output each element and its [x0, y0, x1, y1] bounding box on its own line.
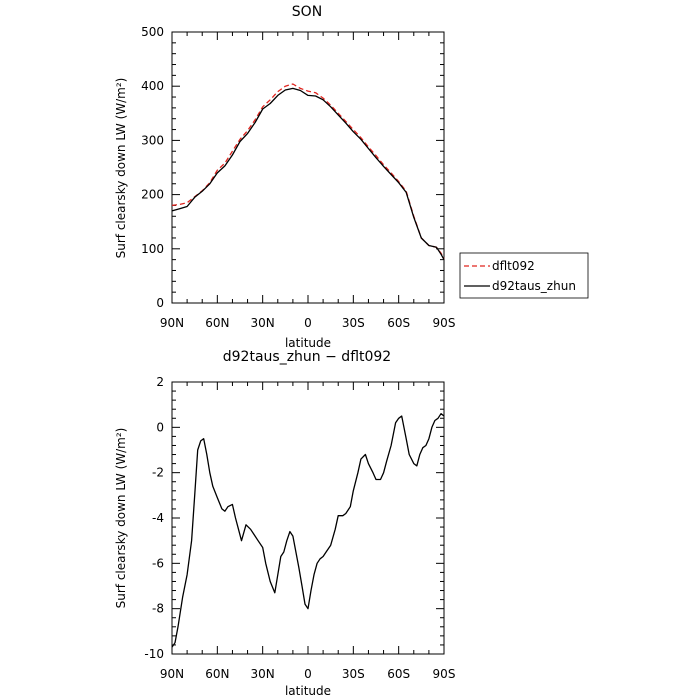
bottom-x-tick-label: 30N [251, 667, 275, 681]
legend-label-dflt092: dflt092 [492, 259, 535, 273]
bottom-y-tick-label: -4 [152, 511, 164, 525]
top-series-dflt092 [171, 83, 445, 259]
bottom-x-tick-label: 60N [205, 667, 229, 681]
top-x-tick-label: 90S [433, 316, 456, 330]
bottom-x-tick-label: 60S [387, 667, 410, 681]
top-panel-title: SON [292, 4, 322, 20]
bottom-y-axis-label: Surf clearsky down LW (W/m²) [114, 428, 128, 609]
bottom-x-tick-label: 30S [342, 667, 365, 681]
top-y-tick-labels: 0 100 200 300 400 500 [141, 25, 164, 310]
bottom-axis-ticks [171, 381, 445, 655]
top-plot-frame [171, 31, 445, 304]
legend: dflt092 d92taus_zhun [459, 252, 589, 299]
legend-label-d92taus-zhun: d92taus_zhun [492, 279, 576, 293]
bottom-x-tick-label: 90S [433, 667, 456, 681]
bottom-panel: d92taus_zhun − dflt092 90N 60N 30N 0 30S 60S 9… [114, 349, 455, 698]
top-series-d92taus-zhun [171, 87, 445, 260]
bottom-series-group [171, 413, 445, 648]
top-x-tick-label: 90N [160, 316, 184, 330]
top-y-tick-label: 0 [156, 296, 164, 310]
top-series-group [171, 83, 445, 260]
top-x-tick-label: 0 [304, 316, 312, 330]
bottom-y-tick-label: -6 [152, 556, 164, 570]
bottom-panel-title: d92taus_zhun − dflt092 [223, 349, 391, 365]
top-panel: SON 90N 60N 30N 0 30S 60S 90S 0 100 200 300 400 500… [114, 4, 455, 350]
top-x-tick-labels: 90N 60N 30N 0 30S 60S 90S [160, 316, 456, 330]
bottom-x-axis-label: latitude [285, 684, 331, 698]
bottom-x-tick-label: 0 [304, 667, 312, 681]
top-x-tick-label: 60N [205, 316, 229, 330]
top-axis-ticks [171, 31, 445, 304]
legend-box [459, 252, 589, 299]
bottom-x-tick-labels: 90N 60N 30N 0 30S 60S 90S [160, 667, 456, 681]
bottom-y-tick-label: -10 [144, 647, 164, 661]
bottom-y-tick-labels: -10 -8 -6 -4 -2 0 2 [144, 375, 164, 661]
top-x-tick-label: 60S [387, 316, 410, 330]
top-y-tick-label: 500 [141, 25, 164, 39]
top-x-tick-label: 30N [251, 316, 275, 330]
top-y-tick-label: 100 [141, 242, 164, 256]
bottom-y-tick-label: 0 [156, 420, 164, 434]
top-y-tick-label: 300 [141, 133, 164, 147]
bottom-y-tick-label: -8 [152, 602, 164, 616]
bottom-x-tick-label: 90N [160, 667, 184, 681]
top-y-tick-label: 400 [141, 79, 164, 93]
bottom-y-tick-label: 2 [156, 375, 164, 389]
bottom-y-tick-label: -2 [152, 466, 164, 480]
top-y-axis-label: Surf clearsky down LW (W/m²) [114, 78, 128, 259]
bottom-series-d92taus-zhun [171, 413, 445, 648]
top-x-tick-label: 30S [342, 316, 365, 330]
top-x-axis-label: latitude [285, 336, 331, 350]
top-y-tick-label: 200 [141, 188, 164, 202]
